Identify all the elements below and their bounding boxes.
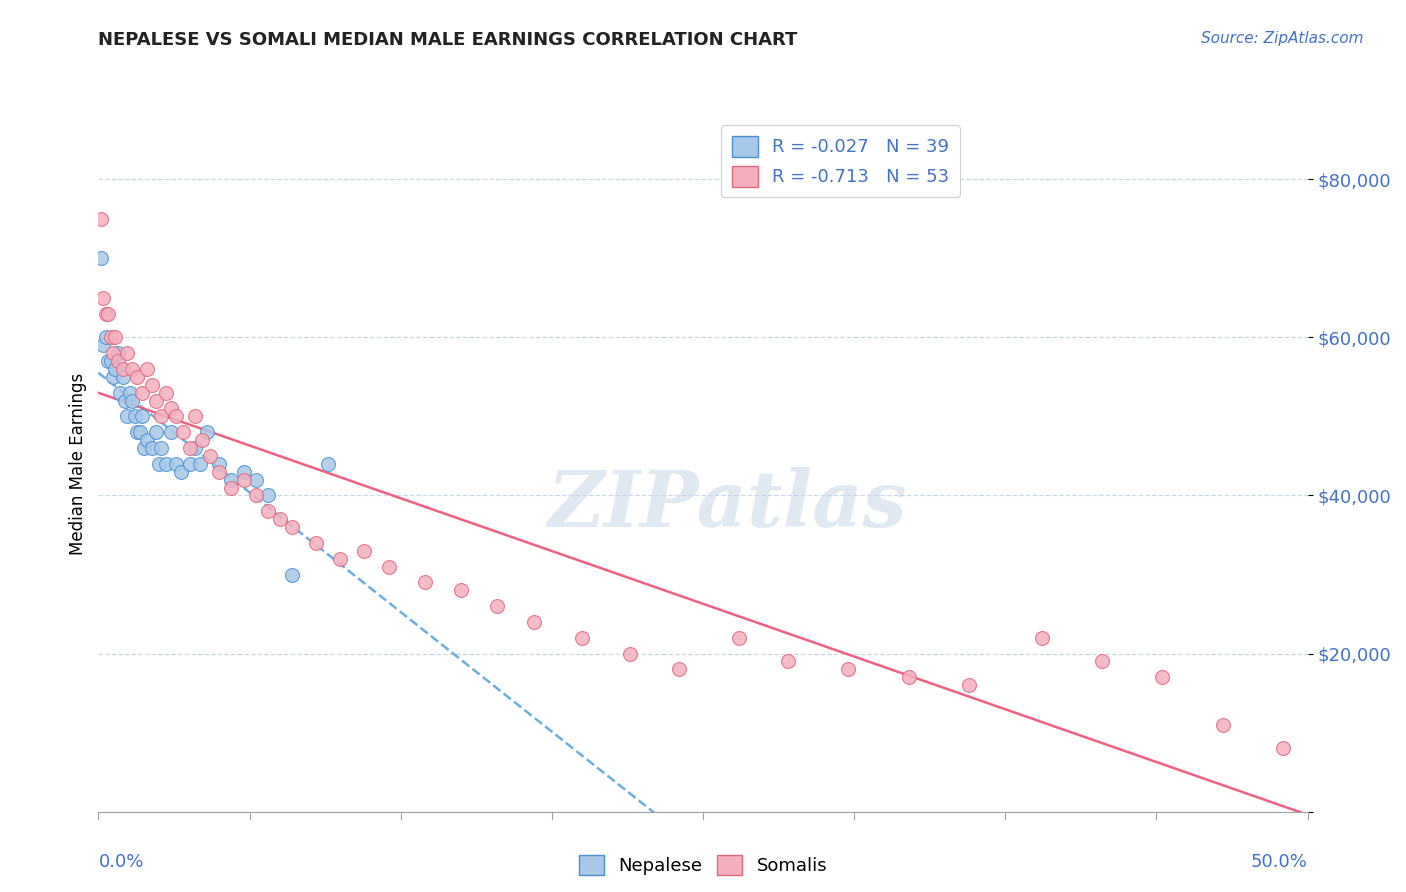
Point xyxy=(245,473,267,487)
Point xyxy=(353,544,375,558)
Point xyxy=(145,393,167,408)
Point xyxy=(172,425,194,440)
Point xyxy=(155,385,177,400)
Point xyxy=(208,457,231,471)
Point xyxy=(117,346,139,360)
Point xyxy=(131,385,153,400)
Point xyxy=(198,449,221,463)
Point xyxy=(114,393,136,408)
Point xyxy=(619,647,641,661)
Point xyxy=(104,330,127,344)
Point xyxy=(127,370,149,384)
Point xyxy=(111,362,134,376)
Point xyxy=(486,599,509,614)
Point xyxy=(141,377,163,392)
Point xyxy=(150,441,173,455)
Point xyxy=(232,465,254,479)
Point xyxy=(127,425,149,440)
Point xyxy=(104,362,127,376)
Point xyxy=(107,354,129,368)
Point xyxy=(256,488,278,502)
Point xyxy=(97,307,120,321)
Point xyxy=(90,252,112,266)
Point xyxy=(232,473,254,487)
Point xyxy=(776,655,799,669)
Point xyxy=(184,441,207,455)
Point xyxy=(145,425,167,440)
Point xyxy=(281,567,304,582)
Point xyxy=(195,425,218,440)
Legend: Nepalese, Somalis: Nepalese, Somalis xyxy=(571,847,835,883)
Point xyxy=(135,433,157,447)
Text: ZIPatlas: ZIPatlas xyxy=(547,467,907,544)
Point xyxy=(155,457,177,471)
Point xyxy=(316,457,339,471)
Point xyxy=(141,441,163,455)
Point xyxy=(1152,670,1174,684)
Point xyxy=(179,457,201,471)
Point xyxy=(101,370,124,384)
Point xyxy=(329,551,352,566)
Point xyxy=(245,488,267,502)
Point xyxy=(118,385,141,400)
Point xyxy=(179,441,201,455)
Point xyxy=(165,409,187,424)
Point xyxy=(165,457,187,471)
Point xyxy=(256,504,278,518)
Point xyxy=(523,615,546,629)
Point xyxy=(100,354,122,368)
Point xyxy=(897,670,920,684)
Point xyxy=(269,512,291,526)
Point xyxy=(121,393,143,408)
Text: 0.0%: 0.0% xyxy=(98,854,143,871)
Point xyxy=(91,291,114,305)
Point xyxy=(117,409,139,424)
Point xyxy=(131,409,153,424)
Point xyxy=(837,662,859,676)
Point xyxy=(281,520,304,534)
Point xyxy=(450,583,472,598)
Point xyxy=(957,678,980,692)
Point xyxy=(169,465,191,479)
Point xyxy=(208,465,231,479)
Point xyxy=(100,330,122,344)
Text: Source: ZipAtlas.com: Source: ZipAtlas.com xyxy=(1201,31,1364,46)
Point xyxy=(188,457,211,471)
Point xyxy=(94,307,117,321)
Point xyxy=(160,425,183,440)
Point xyxy=(1031,631,1053,645)
Point xyxy=(148,457,170,471)
Text: NEPALESE VS SOMALI MEDIAN MALE EARNINGS CORRELATION CHART: NEPALESE VS SOMALI MEDIAN MALE EARNINGS … xyxy=(98,31,797,49)
Point xyxy=(135,362,157,376)
Point xyxy=(90,211,112,226)
Point xyxy=(94,330,117,344)
Point xyxy=(1272,741,1295,756)
Point xyxy=(668,662,690,676)
Point xyxy=(1212,717,1234,731)
Y-axis label: Median Male Earnings: Median Male Earnings xyxy=(69,373,87,555)
Point xyxy=(221,481,243,495)
Point xyxy=(571,631,593,645)
Point xyxy=(91,338,114,352)
Point xyxy=(160,401,183,416)
Point xyxy=(111,370,134,384)
Point xyxy=(121,362,143,376)
Point xyxy=(221,473,243,487)
Point xyxy=(97,354,120,368)
Point xyxy=(124,409,146,424)
Point xyxy=(377,559,399,574)
Point xyxy=(1091,655,1114,669)
Point xyxy=(728,631,751,645)
Point xyxy=(128,425,150,440)
Point xyxy=(108,385,131,400)
Point xyxy=(107,346,129,360)
Point xyxy=(184,409,207,424)
Point xyxy=(134,441,156,455)
Point xyxy=(101,346,124,360)
Point xyxy=(150,409,173,424)
Point xyxy=(413,575,436,590)
Point xyxy=(191,433,214,447)
Text: 50.0%: 50.0% xyxy=(1251,854,1308,871)
Point xyxy=(305,536,328,550)
